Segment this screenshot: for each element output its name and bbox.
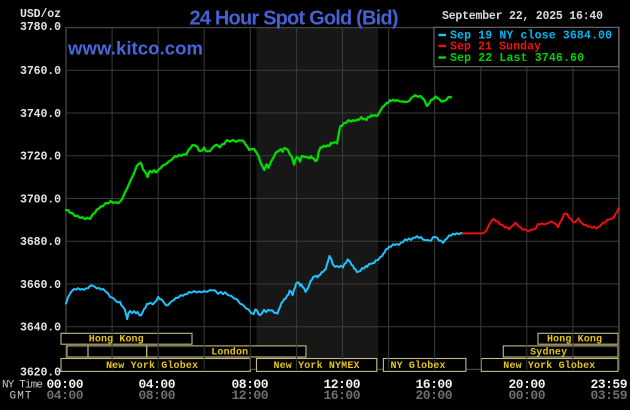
svg-text:New York Globex: New York Globex [503,360,595,372]
svg-text:04:00: 04:00 [139,377,176,392]
svg-text:September 22, 2025 16:40: September 22, 2025 16:40 [442,10,603,23]
svg-text:Hong Kong: Hong Kong [89,335,144,346]
svg-text:3700.0: 3700.0 [20,193,61,206]
svg-text:12:00: 12:00 [232,388,269,403]
svg-text:16:00: 16:00 [416,377,453,392]
svg-text:08:00: 08:00 [232,377,269,392]
svg-text:3740.0: 3740.0 [20,108,61,121]
svg-text:04:00: 04:00 [47,388,84,403]
svg-text:3720.0: 3720.0 [20,151,61,164]
svg-text:www.kitco.com: www.kitco.com [67,38,203,59]
svg-text:Sydney: Sydney [530,346,567,358]
svg-text:00:00: 00:00 [509,388,546,403]
svg-text:3640.0: 3640.0 [20,322,61,335]
svg-text:NY Time: NY Time [2,380,43,392]
svg-text:12:00: 12:00 [324,377,361,392]
svg-text:NY Globex: NY Globex [391,360,446,372]
svg-text:USD/oz: USD/oz [20,8,61,21]
svg-text:3660.0: 3660.0 [20,279,61,292]
svg-text:24 Hour Spot Gold (Bid): 24 Hour Spot Gold (Bid) [190,8,399,30]
svg-text:20:00: 20:00 [509,377,546,392]
svg-text:3680.0: 3680.0 [20,236,61,249]
svg-text:3780.0: 3780.0 [20,21,61,34]
svg-text:Hong Kong: Hong Kong [547,335,602,346]
svg-text:New York NYMEX: New York NYMEX [274,360,360,372]
svg-text:00:00: 00:00 [47,377,84,392]
svg-text:08:00: 08:00 [139,388,176,403]
svg-text:Sep 21 Sunday: Sep 21 Sunday [450,41,541,54]
svg-text:23:59: 23:59 [591,377,628,392]
svg-text:3620.0: 3620.0 [20,366,61,379]
svg-text:GMT: GMT [10,390,32,402]
svg-text:London: London [211,346,248,358]
svg-text:16:00: 16:00 [324,388,361,403]
svg-text:20:00: 20:00 [416,388,453,403]
svg-text:3760.0: 3760.0 [20,65,61,78]
svg-text:Sep 22 Last 3746.60: Sep 22 Last 3746.60 [450,52,584,65]
svg-text:New York Globex: New York Globex [106,360,198,372]
svg-text:03:59: 03:59 [591,388,628,403]
svg-text:Sep 19 NY close 3684.00: Sep 19 NY close 3684.00 [450,30,612,43]
